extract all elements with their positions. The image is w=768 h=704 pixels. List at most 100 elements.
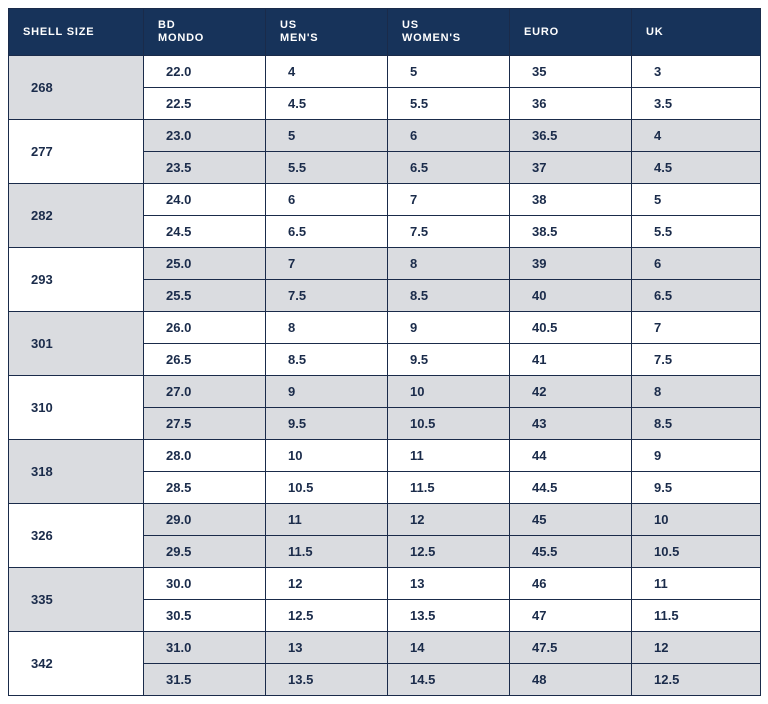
cell-euro: 41 — [510, 344, 632, 376]
cell-uswom: 8 — [388, 248, 510, 280]
cell-euro: 44.5 — [510, 472, 632, 504]
cell-euro: 42 — [510, 376, 632, 408]
cell-uk: 10 — [632, 504, 761, 536]
cell-uswom: 6.5 — [388, 152, 510, 184]
cell-euro: 36.5 — [510, 120, 632, 152]
cell-uk: 4.5 — [632, 152, 761, 184]
cell-mondo: 27.5 — [144, 408, 266, 440]
cell-mondo: 28.5 — [144, 472, 266, 504]
cell-usmen: 11.5 — [266, 536, 388, 568]
cell-euro: 43 — [510, 408, 632, 440]
col-header-usmen: USMEN'S — [266, 9, 388, 56]
cell-mondo: 24.5 — [144, 216, 266, 248]
cell-uk: 9 — [632, 440, 761, 472]
cell-mondo: 26.5 — [144, 344, 266, 376]
cell-euro: 36 — [510, 88, 632, 120]
cell-euro: 48 — [510, 664, 632, 696]
cell-mondo: 22.0 — [144, 56, 266, 88]
cell-shell-size: 301 — [9, 312, 144, 376]
table-row: 32629.011124510 — [9, 504, 761, 536]
cell-euro: 45.5 — [510, 536, 632, 568]
cell-shell-size: 342 — [9, 632, 144, 696]
table-row: 27723.05636.54 — [9, 120, 761, 152]
cell-usmen: 8.5 — [266, 344, 388, 376]
cell-usmen: 10 — [266, 440, 388, 472]
table-row: 34231.0131447.512 — [9, 632, 761, 664]
cell-mondo: 31.0 — [144, 632, 266, 664]
cell-mondo: 30.0 — [144, 568, 266, 600]
cell-usmen: 8 — [266, 312, 388, 344]
cell-shell-size: 282 — [9, 184, 144, 248]
cell-mondo: 28.0 — [144, 440, 266, 472]
cell-uswom: 9.5 — [388, 344, 510, 376]
cell-uswom: 14 — [388, 632, 510, 664]
cell-mondo: 26.0 — [144, 312, 266, 344]
cell-mondo: 29.0 — [144, 504, 266, 536]
table-row: 29325.078396 — [9, 248, 761, 280]
table-header-row: SHELL SIZE BDMONDO USMEN'S USWOMEN'S EUR… — [9, 9, 761, 56]
cell-uswom: 6 — [388, 120, 510, 152]
cell-uk: 10.5 — [632, 536, 761, 568]
cell-shell-size: 318 — [9, 440, 144, 504]
col-header-euro: EURO — [510, 9, 632, 56]
cell-usmen: 9 — [266, 376, 388, 408]
cell-uswom: 7.5 — [388, 216, 510, 248]
table-row: 33530.012134611 — [9, 568, 761, 600]
table-row: 30126.08940.57 — [9, 312, 761, 344]
cell-mondo: 25.0 — [144, 248, 266, 280]
cell-uswom: 8.5 — [388, 280, 510, 312]
cell-uk: 8 — [632, 376, 761, 408]
cell-usmen: 10.5 — [266, 472, 388, 504]
cell-usmen: 6 — [266, 184, 388, 216]
size-chart-table: SHELL SIZE BDMONDO USMEN'S USWOMEN'S EUR… — [8, 8, 761, 696]
cell-uswom: 14.5 — [388, 664, 510, 696]
cell-shell-size: 268 — [9, 56, 144, 120]
cell-mondo: 23.0 — [144, 120, 266, 152]
cell-mondo: 22.5 — [144, 88, 266, 120]
col-header-uswom: USWOMEN'S — [388, 9, 510, 56]
cell-uswom: 11.5 — [388, 472, 510, 504]
cell-usmen: 13 — [266, 632, 388, 664]
cell-mondo: 29.5 — [144, 536, 266, 568]
cell-uswom: 12.5 — [388, 536, 510, 568]
cell-uk: 5 — [632, 184, 761, 216]
cell-euro: 38 — [510, 184, 632, 216]
cell-usmen: 12.5 — [266, 600, 388, 632]
cell-uk: 5.5 — [632, 216, 761, 248]
cell-mondo: 30.5 — [144, 600, 266, 632]
cell-usmen: 7 — [266, 248, 388, 280]
table-row: 26822.045353 — [9, 56, 761, 88]
cell-usmen: 4 — [266, 56, 388, 88]
cell-usmen: 5.5 — [266, 152, 388, 184]
cell-uswom: 9 — [388, 312, 510, 344]
cell-mondo: 24.0 — [144, 184, 266, 216]
cell-euro: 39 — [510, 248, 632, 280]
cell-usmen: 6.5 — [266, 216, 388, 248]
cell-shell-size: 326 — [9, 504, 144, 568]
cell-usmen: 12 — [266, 568, 388, 600]
cell-uk: 7.5 — [632, 344, 761, 376]
cell-uk: 11 — [632, 568, 761, 600]
cell-uk: 4 — [632, 120, 761, 152]
cell-usmen: 7.5 — [266, 280, 388, 312]
cell-euro: 40.5 — [510, 312, 632, 344]
cell-uk: 6 — [632, 248, 761, 280]
cell-usmen: 5 — [266, 120, 388, 152]
cell-uswom: 10 — [388, 376, 510, 408]
cell-euro: 35 — [510, 56, 632, 88]
cell-uk: 11.5 — [632, 600, 761, 632]
cell-uk: 6.5 — [632, 280, 761, 312]
cell-usmen: 9.5 — [266, 408, 388, 440]
cell-uswom: 10.5 — [388, 408, 510, 440]
cell-shell-size: 277 — [9, 120, 144, 184]
col-header-shell: SHELL SIZE — [9, 9, 144, 56]
cell-uk: 8.5 — [632, 408, 761, 440]
cell-uk: 12.5 — [632, 664, 761, 696]
cell-usmen: 11 — [266, 504, 388, 536]
cell-shell-size: 335 — [9, 568, 144, 632]
cell-usmen: 4.5 — [266, 88, 388, 120]
cell-usmen: 13.5 — [266, 664, 388, 696]
cell-mondo: 23.5 — [144, 152, 266, 184]
cell-euro: 45 — [510, 504, 632, 536]
cell-mondo: 27.0 — [144, 376, 266, 408]
